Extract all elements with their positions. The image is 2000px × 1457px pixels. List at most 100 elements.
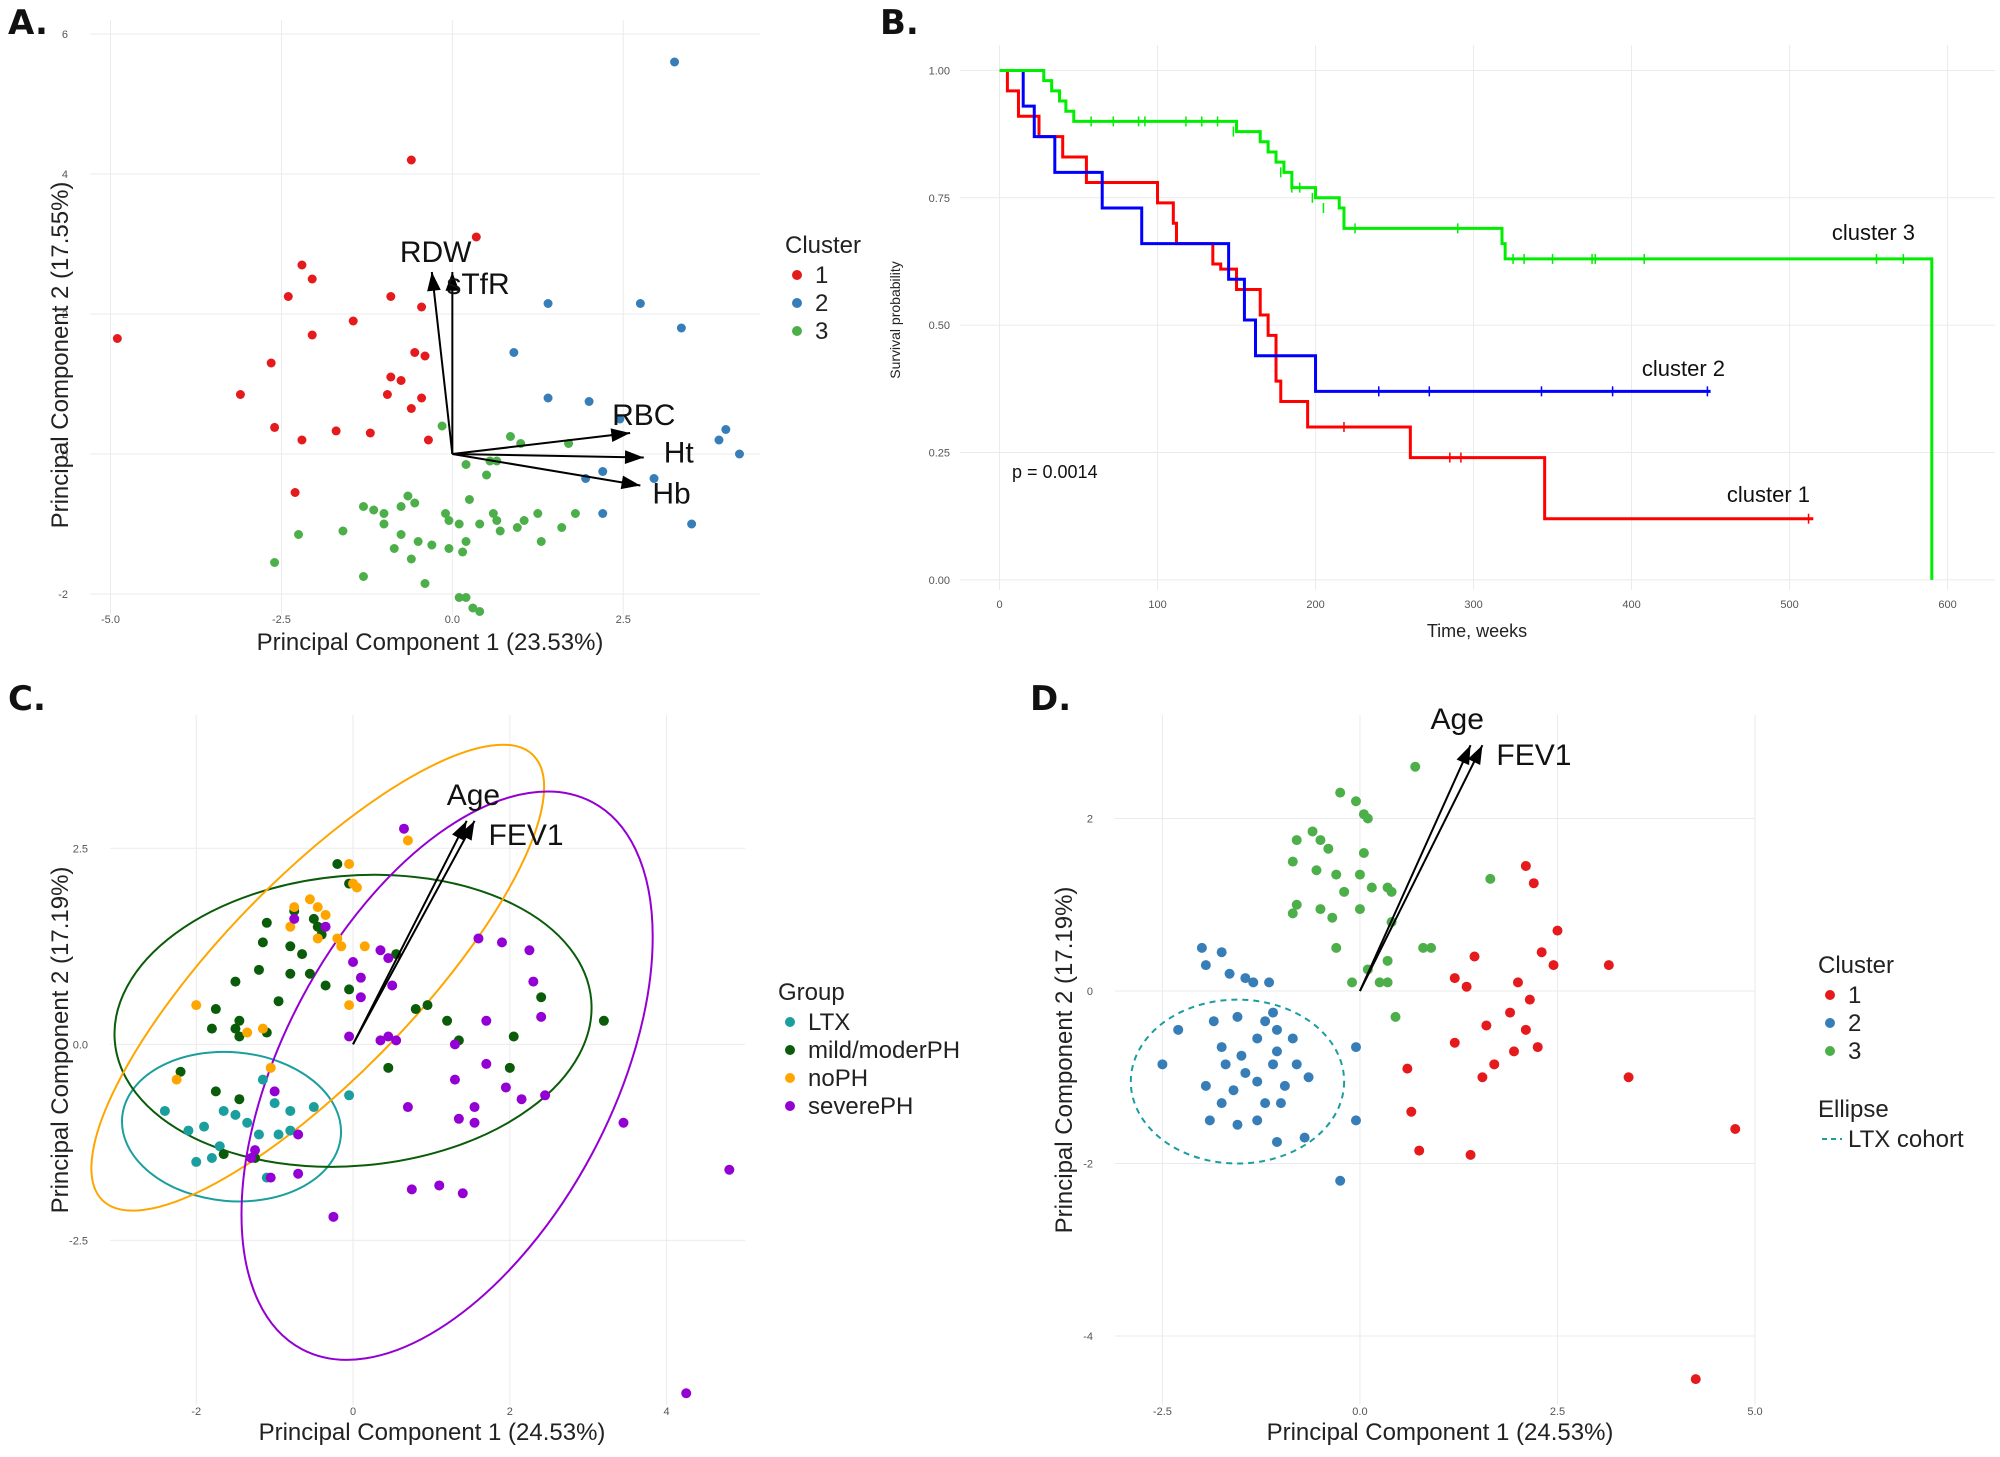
panel-a-x-axis-title: Principal Component 1 (23.53%) xyxy=(257,629,604,656)
panel-c-vector-label: Age xyxy=(447,779,500,812)
panel-c-point xyxy=(344,1000,355,1011)
panel-d-point xyxy=(1449,1037,1460,1048)
panel-c-point xyxy=(253,1129,264,1140)
panel-d-point xyxy=(1528,878,1539,889)
panel-b-p-value: p = 0.0014 xyxy=(1012,462,1098,482)
panel-c-point xyxy=(681,1388,692,1399)
panel-d-point xyxy=(1536,947,1547,958)
panel-c-y-axis-title: Principal Component 2 (17.19%) xyxy=(47,867,74,1214)
panel-d-point xyxy=(1418,942,1429,953)
panel-d-point xyxy=(1248,977,1259,988)
panel-c-points xyxy=(159,823,735,1399)
panel-c-point xyxy=(457,1188,468,1199)
panel-a-point xyxy=(714,435,724,445)
panel-b-y-tick-label: 0.00 xyxy=(929,575,950,587)
panel-c-point xyxy=(293,1168,304,1179)
panel-d-ellipse xyxy=(1129,998,1346,1165)
panel-c-letter: C. xyxy=(8,679,46,719)
panel-b-ticks: 0 100 200 300 400 500 600 0.00 0.25 0.50 0.75 1.00 xyxy=(929,65,1957,611)
panel-c-point xyxy=(344,1031,355,1042)
panel-d-point xyxy=(1366,882,1377,893)
panel-a-point xyxy=(358,502,368,511)
panel-c-point xyxy=(383,953,394,964)
panel-c-point xyxy=(481,1015,492,1026)
panel-a-point xyxy=(543,299,553,308)
panel-d-point xyxy=(1271,1046,1282,1057)
panel-a-x-tick-label: 0.0 xyxy=(445,614,460,626)
panel-d-point xyxy=(1264,977,1275,988)
panel-a-point xyxy=(437,421,447,431)
panel-a-vector-label: sTfR xyxy=(446,268,509,301)
panel-a-point xyxy=(420,351,430,361)
panel-b-x-tick-label: 600 xyxy=(1938,599,1956,611)
panel-c-point xyxy=(269,1098,280,1109)
panel-c-point xyxy=(289,902,300,913)
panel-c-legend-label: noPH xyxy=(808,1065,868,1092)
panel-c-ellipses xyxy=(90,743,654,1361)
panel-d-point xyxy=(1350,796,1361,807)
panel-b-x-tick-label: 100 xyxy=(1148,599,1166,611)
panel-c-point xyxy=(449,1039,460,1050)
panel-a-point xyxy=(468,603,478,613)
panel-c-point xyxy=(402,835,413,846)
panel-a-y-tick-label: 2 xyxy=(62,309,68,321)
panel-a-point xyxy=(471,232,481,242)
panel-d-y-tick-label: 2 xyxy=(1087,814,1093,826)
panel-d-vector-line xyxy=(1359,744,1484,992)
panel-c-point xyxy=(724,1164,735,1175)
panel-a-point xyxy=(338,526,348,536)
panel-a-point xyxy=(635,299,645,308)
panel-c-point xyxy=(344,984,355,995)
panel-c-ticks: -2 0 2 4 -2.5 0.0 2.5 xyxy=(69,843,670,1418)
panel-d-point xyxy=(1252,1033,1263,1044)
panel-d-point xyxy=(1200,960,1211,971)
panel-c-point xyxy=(289,913,300,924)
panel-c-point xyxy=(183,1125,194,1136)
panel-a-point xyxy=(570,509,580,518)
panel-a-y-tick-label: 0 xyxy=(62,449,68,461)
panel-d-point xyxy=(1275,1098,1286,1109)
panel-c-point xyxy=(218,1105,229,1116)
panel-a-point xyxy=(386,292,396,301)
panel-c-point xyxy=(320,909,331,920)
panel-a-y-axis-title: Principal Component 2 (17.55%) xyxy=(47,182,74,529)
panel-c-point xyxy=(261,917,272,928)
panel-d-legend-key xyxy=(1825,1018,1835,1028)
panel-b-y-tick-label: 0.25 xyxy=(929,447,950,459)
panel-a-vector-line xyxy=(452,453,644,459)
panel-d-point xyxy=(1240,973,1251,984)
panel-a-point xyxy=(670,57,680,67)
panel-c-point xyxy=(540,1090,551,1101)
panel-a-point xyxy=(406,554,416,564)
panel-c-point xyxy=(442,1015,453,1026)
panel-d-point xyxy=(1414,1145,1425,1156)
panel-c-point xyxy=(344,1090,355,1101)
panel-c-point xyxy=(257,937,268,948)
panel-a-point xyxy=(379,509,389,518)
panel-d-point xyxy=(1327,912,1338,923)
panel-d-point xyxy=(1350,1115,1361,1126)
panel-c-point xyxy=(257,1023,268,1034)
panel-d-point xyxy=(1512,977,1523,988)
panel-a-points xyxy=(112,57,744,616)
panel-a-point xyxy=(505,432,515,441)
panel-c-point xyxy=(387,980,398,991)
panel-a-point xyxy=(396,376,406,385)
panel-a-point xyxy=(294,530,304,539)
panel-d-point xyxy=(1224,968,1235,979)
panel-c-legend-label: LTX xyxy=(808,1009,850,1036)
panel-c-legend-label: severePH xyxy=(808,1093,913,1120)
panel-c-point xyxy=(285,941,296,952)
panel-a-point xyxy=(454,519,464,529)
panel-c-point xyxy=(332,858,343,869)
panel-d-x-tick-label: 5.0 xyxy=(1747,1406,1762,1418)
panel-c-point xyxy=(230,976,241,987)
panel-d-point xyxy=(1232,1011,1243,1022)
panel-a-point xyxy=(427,540,437,550)
panel-d-legend-ellipse-title: Ellipse xyxy=(1818,1096,1889,1123)
panel-a-point xyxy=(598,467,608,476)
panel-c-point xyxy=(449,1074,460,1085)
panel-d-point xyxy=(1271,1136,1282,1147)
panel-d-legend-label: 1 xyxy=(1848,982,1861,1009)
panel-a-point xyxy=(348,316,358,326)
